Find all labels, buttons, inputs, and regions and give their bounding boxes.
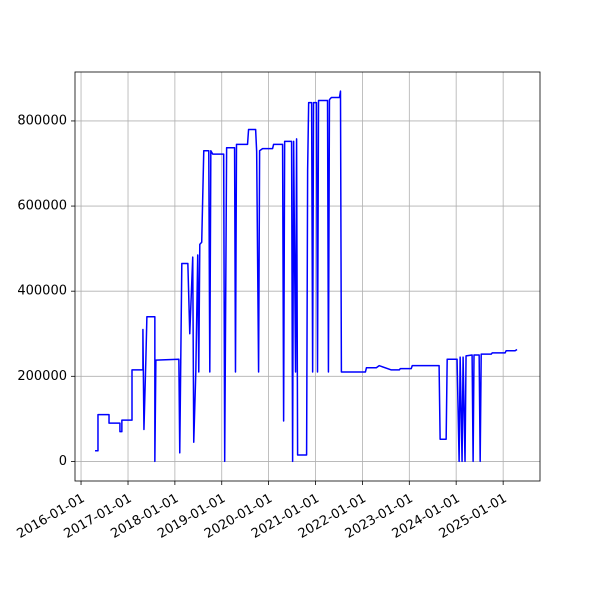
- plot: [95, 90, 518, 463]
- y-tick-label: 0: [59, 454, 67, 469]
- data-line: [95, 90, 518, 463]
- plot-frame: [74, 71, 541, 482]
- y-tick-label: 200000: [17, 369, 67, 384]
- y-tick-label: 800000: [17, 113, 67, 128]
- y-tick-label: 400000: [17, 284, 67, 299]
- y-tick-label: 600000: [17, 199, 67, 214]
